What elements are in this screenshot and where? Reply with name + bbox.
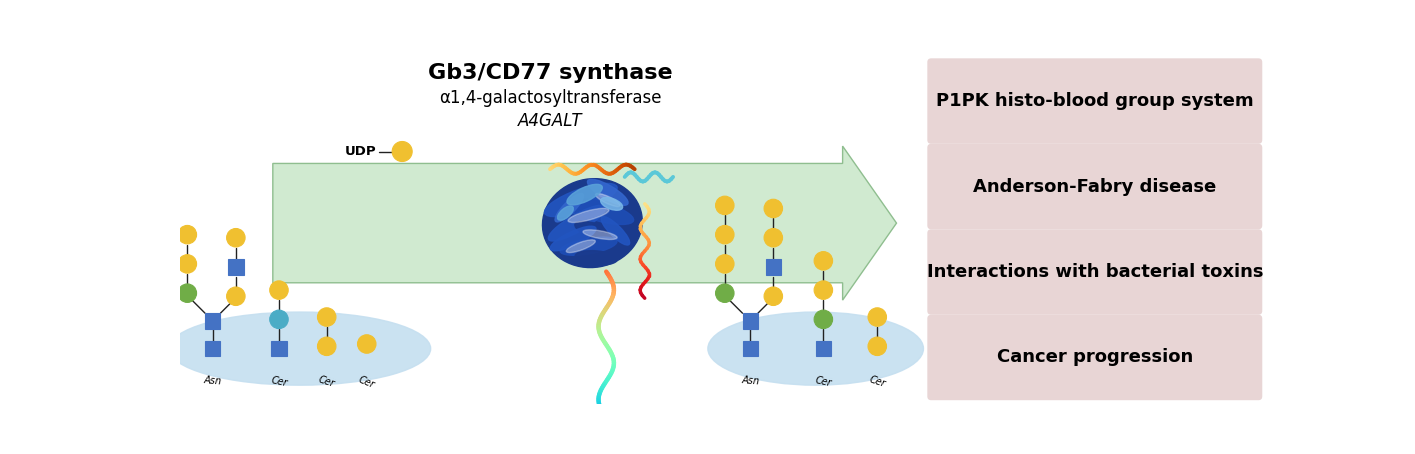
Text: Cer: Cer (357, 375, 376, 390)
FancyBboxPatch shape (205, 313, 221, 329)
Ellipse shape (270, 281, 289, 299)
Ellipse shape (708, 312, 924, 385)
Ellipse shape (560, 237, 617, 255)
FancyBboxPatch shape (743, 313, 758, 329)
Text: UDP: UDP (345, 145, 376, 158)
Ellipse shape (270, 310, 289, 329)
Ellipse shape (567, 184, 603, 205)
Text: Gb3/CD77 synthase: Gb3/CD77 synthase (427, 63, 672, 83)
Ellipse shape (555, 193, 583, 222)
Ellipse shape (600, 197, 623, 210)
Ellipse shape (567, 208, 608, 222)
Text: P1PK histo-blood group system: P1PK histo-blood group system (935, 92, 1254, 110)
Ellipse shape (716, 196, 734, 215)
Ellipse shape (574, 251, 617, 265)
Text: Cer: Cer (270, 375, 289, 388)
Ellipse shape (178, 226, 197, 244)
Ellipse shape (566, 240, 596, 252)
Polygon shape (273, 146, 897, 300)
FancyBboxPatch shape (228, 259, 243, 275)
Ellipse shape (558, 206, 573, 220)
Ellipse shape (548, 205, 606, 241)
Ellipse shape (764, 287, 782, 306)
Text: Asn: Asn (741, 375, 760, 386)
Text: Cer: Cer (317, 375, 337, 390)
Ellipse shape (542, 179, 642, 267)
Ellipse shape (178, 284, 197, 302)
Ellipse shape (596, 193, 620, 207)
Ellipse shape (716, 226, 734, 244)
Text: Asn: Asn (204, 375, 222, 386)
Text: Interactions with bacterial toxins: Interactions with bacterial toxins (927, 263, 1264, 281)
FancyBboxPatch shape (205, 341, 221, 356)
Ellipse shape (545, 183, 617, 217)
Text: Cer: Cer (867, 375, 887, 390)
FancyBboxPatch shape (927, 58, 1262, 144)
Ellipse shape (814, 310, 832, 329)
FancyBboxPatch shape (927, 315, 1262, 400)
Text: Cer: Cer (814, 375, 832, 388)
Ellipse shape (716, 255, 734, 273)
Ellipse shape (764, 228, 782, 247)
Ellipse shape (226, 287, 245, 306)
Ellipse shape (574, 222, 633, 248)
FancyBboxPatch shape (743, 341, 758, 356)
FancyBboxPatch shape (927, 229, 1262, 315)
Text: α1,4-galactosyltransferase: α1,4-galactosyltransferase (439, 89, 661, 107)
Ellipse shape (764, 199, 782, 218)
Ellipse shape (550, 226, 596, 251)
Ellipse shape (716, 284, 734, 302)
Ellipse shape (867, 308, 887, 326)
Ellipse shape (178, 255, 197, 273)
Text: A4GALT: A4GALT (518, 112, 582, 130)
Ellipse shape (358, 335, 376, 353)
Ellipse shape (587, 179, 628, 205)
Ellipse shape (317, 337, 335, 355)
Ellipse shape (566, 199, 634, 224)
FancyBboxPatch shape (272, 341, 287, 356)
FancyBboxPatch shape (927, 144, 1262, 229)
Ellipse shape (601, 217, 630, 245)
Ellipse shape (814, 281, 832, 299)
Ellipse shape (392, 142, 412, 162)
Ellipse shape (583, 230, 617, 240)
Text: Cancer progression: Cancer progression (996, 349, 1193, 366)
Ellipse shape (814, 252, 832, 270)
Ellipse shape (226, 228, 245, 247)
FancyBboxPatch shape (815, 341, 831, 356)
Ellipse shape (317, 308, 335, 326)
Ellipse shape (867, 337, 887, 355)
Ellipse shape (168, 312, 430, 385)
FancyBboxPatch shape (766, 259, 781, 275)
Text: Anderson-Fabry disease: Anderson-Fabry disease (974, 178, 1217, 196)
